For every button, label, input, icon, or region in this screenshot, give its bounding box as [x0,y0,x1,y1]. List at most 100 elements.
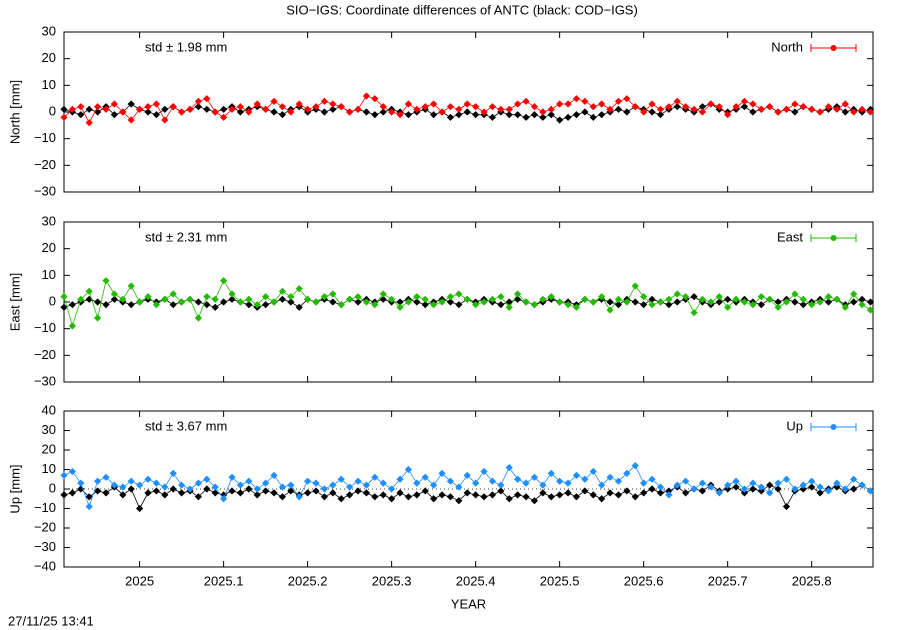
data-point [606,105,614,113]
data-point [178,481,186,489]
data-point [60,105,68,113]
data-point [396,298,404,306]
data-point [816,489,824,497]
data-point [186,105,194,113]
legend-swatch [830,45,837,51]
x-tick-label: 2025.2 [288,573,328,588]
data-point [94,487,102,495]
data-point [522,97,530,105]
y-tick-label: 0 [49,103,56,118]
data-point [547,111,555,119]
data-point [362,108,371,116]
data-point [606,306,614,314]
data-point [278,111,287,119]
timestamp: 27/11/25 13:41 [8,613,94,628]
data-point [782,502,791,511]
data-point [749,485,757,493]
data-point [253,301,261,309]
data-point [514,290,522,298]
data-point [203,293,211,301]
data-point [446,298,455,306]
data-point [665,103,673,111]
legend-swatch [830,235,837,241]
data-point [262,487,270,495]
data-point [497,293,505,301]
data-point [598,481,606,489]
data-point [530,473,539,481]
data-point [421,301,429,309]
data-point [194,493,203,501]
data-point [68,489,77,497]
y-tick-label: −10 [34,500,56,515]
data-point [749,108,757,116]
data-point [556,298,564,306]
data-point [740,485,749,493]
data-point [446,103,455,111]
std-annotation: std ± 3.67 mm [145,418,227,433]
x-tick-label: 2025.7 [708,573,748,588]
data-point [430,111,438,119]
data-point [77,111,85,119]
data-point [119,491,127,499]
data-point [623,108,631,116]
data-point [766,103,774,111]
data-point [673,103,681,111]
y-tick-label: 30 [42,23,56,38]
data-point [522,479,530,487]
data-point [396,111,404,119]
data-point [598,111,606,119]
data-point [102,473,110,481]
data-point [505,111,513,119]
data-point [228,290,236,298]
data-point [60,491,68,499]
y-tick-label: 20 [42,240,56,255]
series-layer [60,462,875,513]
data-point [211,295,219,303]
data-point [446,477,455,485]
data-point [127,301,135,309]
data-point [388,495,396,503]
data-point [320,108,329,116]
data-point [833,295,841,303]
data-point [320,493,329,501]
data-point [547,293,555,301]
data-point [866,108,875,116]
data-point [194,479,203,487]
data-point [287,481,295,489]
data-point [253,100,261,108]
data-point [228,487,236,495]
data-point [824,293,833,301]
data-point [850,475,858,483]
data-point [858,295,866,303]
data-point [656,483,665,491]
data-point [581,295,589,303]
data-point [841,303,849,311]
data-point [799,301,807,309]
data-point [698,108,707,116]
x-tick-label: 2025.1 [204,573,244,588]
y-tick-label: −20 [34,347,56,362]
data-point [161,105,169,113]
data-point [94,477,102,485]
data-point [278,483,287,491]
data-point [362,298,371,306]
data-point [127,116,135,124]
data-point [446,293,455,301]
data-point [757,293,765,301]
data-point [312,479,320,487]
data-point [673,481,681,489]
data-point [379,108,387,116]
data-point [774,108,782,116]
data-point [245,301,253,309]
data-point [682,103,690,111]
data-point [102,105,110,113]
data-point [866,298,875,306]
data-point [68,467,77,476]
y-tick-label: −30 [34,183,56,198]
data-point [505,495,513,503]
data-point [329,298,337,306]
data-point [371,473,379,481]
data-point [505,105,513,113]
data-point [497,105,505,113]
